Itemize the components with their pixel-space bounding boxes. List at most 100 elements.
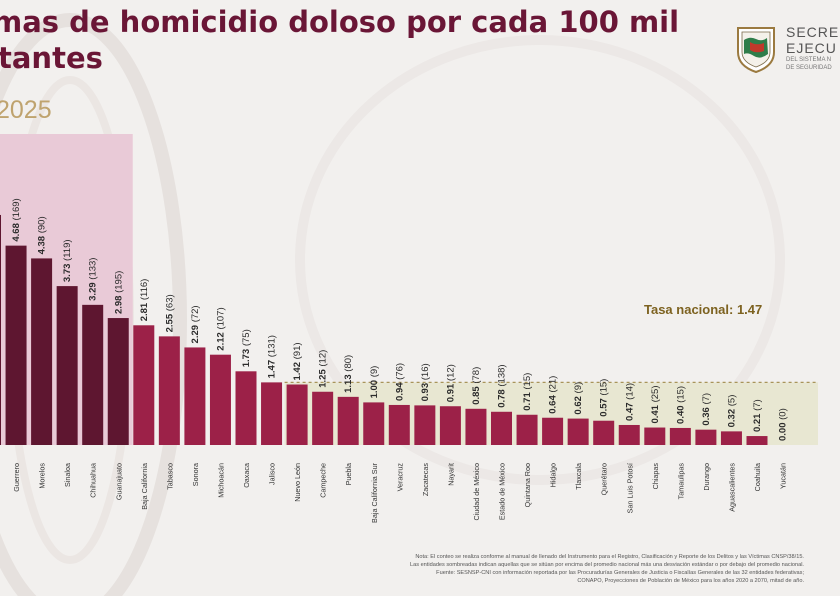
category-tick-label: Estado de México: [498, 463, 507, 520]
bar-value-label: 1.13 (80): [343, 355, 354, 393]
category-tick-label: Nayarit: [446, 463, 455, 486]
bar: [184, 347, 206, 445]
bar: [644, 427, 666, 445]
category-tick-label: Guerrero: [12, 463, 21, 492]
bar-value-label: 4.68 (169): [11, 198, 22, 241]
logo-text-3: DEL SISTEMA N: [786, 57, 832, 63]
bar-value-label: 2.81 (116): [139, 279, 150, 322]
category-tick-label: Puebla: [344, 463, 353, 485]
bar-value-label: 0.40 (15): [675, 386, 686, 424]
bar-value-label: 2.98 (195): [113, 271, 124, 314]
bar: [5, 245, 27, 445]
bar: [567, 418, 589, 445]
bar: [593, 420, 615, 445]
bar-value-label: 3.73 (119): [62, 239, 73, 282]
bar: [107, 318, 129, 445]
bar-value-label: 4.38 (90): [37, 216, 48, 254]
bar: [618, 424, 640, 445]
category-tick-label: Baja California Sur: [370, 462, 379, 523]
bar-value-label: 1.47 (131): [267, 335, 278, 378]
category-tick-label: Hidalgo: [549, 463, 558, 487]
bar: [261, 382, 283, 445]
footnote-line: CONAPO, Proyecciones de Población de Méx…: [577, 578, 804, 584]
bar-value-label: 0.78 (138): [497, 364, 508, 407]
category-tick-label: Campeche: [319, 463, 328, 498]
category-tick-label: Quintana Roo: [523, 463, 532, 507]
bar-value-label: 0.62 (9): [573, 382, 584, 415]
bar-value-label: 1.42 (91): [292, 342, 303, 380]
bar: [363, 402, 385, 445]
title-line-2: tantes: [0, 41, 103, 75]
bar: [56, 286, 78, 445]
category-tick-label: Ciudad de México: [472, 463, 481, 521]
page-subtitle: 2025: [0, 96, 52, 124]
bar-value-label: 1.00 (9): [369, 366, 380, 399]
logo-text-4: DE SEGURIDAD: [786, 65, 832, 71]
bar: [746, 436, 768, 445]
bar-value-label: 0.32 (5): [726, 395, 737, 428]
bar: [695, 429, 717, 445]
bar-value-label: 0.94 (76): [394, 363, 405, 401]
bar: [542, 417, 564, 445]
bar: [209, 354, 231, 445]
bar-value-label: 2.29 (72): [190, 305, 201, 343]
category-tick-label: Coahuila: [753, 463, 762, 491]
bar: [133, 325, 155, 445]
category-tick-label: Michoacán: [216, 463, 225, 498]
bar-value-label: 0.93 (16): [420, 363, 431, 401]
bar: [516, 414, 538, 445]
category-tick-label: San Luis Potosí: [625, 463, 634, 513]
bar-value-label: 2.12 (107): [215, 307, 226, 350]
bar-value-label: 0.00 (0): [778, 408, 789, 441]
bar: [31, 258, 53, 445]
bar-value-label: 0.21 (7): [752, 399, 763, 432]
bar-value-label: 2.55 (63): [164, 294, 175, 332]
title-line-1: mas de homicidio doloso por cada 100 mil: [0, 5, 680, 39]
category-tick-label: Sinaloa: [63, 463, 72, 487]
bar: [414, 405, 436, 445]
bar-value-label: 0.57 (15): [599, 379, 610, 417]
national-rate-label: Tasa nacional: 1.47: [644, 302, 763, 317]
footnote-line: Fuente: SESNSP-CNI con información repor…: [436, 570, 804, 576]
category-tick-label: Zacatecas: [421, 463, 430, 497]
category-tick-label: Querétaro: [600, 463, 609, 495]
category-tick-label: Sonora: [191, 463, 200, 486]
category-tick-label: Chiapas: [651, 463, 660, 490]
bar: [388, 404, 410, 445]
category-tick-label: Baja California: [140, 463, 149, 510]
bar: [82, 304, 104, 445]
bar: [286, 384, 308, 445]
footnote-line: Las entidades sombreadas indican aquella…: [410, 562, 804, 568]
category-tick-label: Tlaxcala: [574, 463, 583, 490]
page-title: mas de homicidio doloso por cada 100 mil…: [0, 4, 712, 76]
bar-value-label: 0.47 (14): [624, 383, 635, 421]
footnote-line: Nota: El conteo se realiza conforme al m…: [415, 554, 804, 560]
bar: [465, 408, 487, 445]
bar-value-label: 0.36 (7): [701, 393, 712, 426]
shield-icon: [737, 27, 775, 74]
category-tick-label: Nuevo León: [293, 463, 302, 502]
bar-value-label: 0.71 (15): [522, 373, 533, 411]
footnotes: Nota: El conteo se realiza conforme al m…: [244, 553, 804, 585]
category-tick-label: Aguascalientes: [727, 463, 736, 512]
bar: [158, 336, 180, 445]
category-tick-label: Morelos: [38, 463, 47, 489]
category-tick-label: Oaxaca: [242, 463, 251, 488]
bar-value-label: 1.73 (75): [241, 329, 252, 367]
bar: [669, 427, 691, 445]
category-tick-label: Jalisco: [268, 463, 277, 485]
logo-text-1: SECRE: [786, 24, 840, 40]
category-tick-label: Guanajuato: [114, 463, 123, 500]
bar: [0, 214, 1, 445]
category-tick-label: Chihuahua: [89, 463, 98, 498]
logo-text-2: EJECU: [786, 40, 837, 56]
category-tick-label: Yucatán: [779, 463, 788, 489]
bar-value-label: 0.41 (25): [650, 385, 661, 423]
bar: [491, 411, 512, 445]
bar-value-label: 3.29 (133): [88, 258, 99, 301]
bar: [235, 371, 257, 445]
category-tick-label: Tabasco: [165, 463, 174, 490]
bar: [337, 396, 359, 445]
category-tick-label: Veracruz: [395, 463, 404, 492]
